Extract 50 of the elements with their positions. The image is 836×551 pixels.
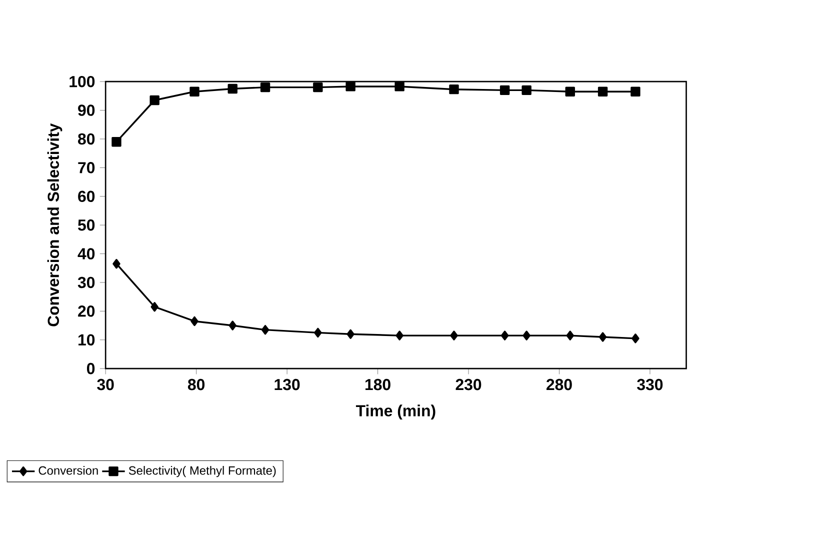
point (598, 86, 608, 97)
point (522, 330, 530, 340)
y-tick-label: 70 (78, 162, 95, 174)
y-tick-label: 20 (78, 306, 95, 317)
point (228, 320, 236, 330)
y-axis-title: Conversion and Selectivity (47, 123, 62, 326)
point (112, 258, 120, 269)
y-tick-label: 100 (70, 76, 95, 88)
point (260, 82, 270, 92)
point (632, 334, 640, 344)
point (112, 137, 122, 147)
point (566, 330, 574, 340)
point (500, 330, 509, 340)
x-tick-label: 180 (365, 378, 390, 390)
point (565, 86, 575, 97)
point (346, 329, 354, 340)
point (313, 82, 323, 92)
y-tick-label: 10 (78, 334, 95, 346)
point (500, 85, 510, 96)
legend-label: Selectivity( Methyl Formate) (128, 466, 276, 478)
point (150, 302, 158, 312)
x-tick-label: 30 (97, 378, 114, 390)
point (522, 85, 532, 96)
point (190, 86, 200, 97)
point (396, 330, 404, 340)
point (346, 82, 356, 92)
point (598, 332, 607, 342)
point (190, 316, 198, 326)
point (394, 82, 404, 92)
x-tick-label: 130 (274, 378, 300, 390)
y-tick-label: 30 (78, 276, 95, 288)
legend-label: Conversion (38, 466, 98, 475)
x-tick-label: 280 (546, 378, 572, 390)
point (228, 84, 238, 94)
point (150, 95, 160, 106)
x-tick-label: 80 (188, 378, 205, 390)
y-tick-label: 50 (78, 219, 95, 231)
y-tick-label: 0 (86, 362, 95, 374)
point (630, 86, 640, 97)
x-tick-label: 330 (637, 378, 663, 390)
y-tick-label: 40 (78, 248, 95, 260)
y-tick-label: 60 (78, 190, 95, 202)
y-tick-label: 90 (78, 104, 95, 116)
x-tick-label: 230 (456, 378, 482, 390)
point (261, 325, 270, 335)
x-axis-title: Time (min) (356, 404, 436, 420)
point (314, 328, 322, 338)
point (450, 330, 458, 340)
point (449, 84, 459, 94)
y-tick-label: 80 (78, 133, 95, 145)
